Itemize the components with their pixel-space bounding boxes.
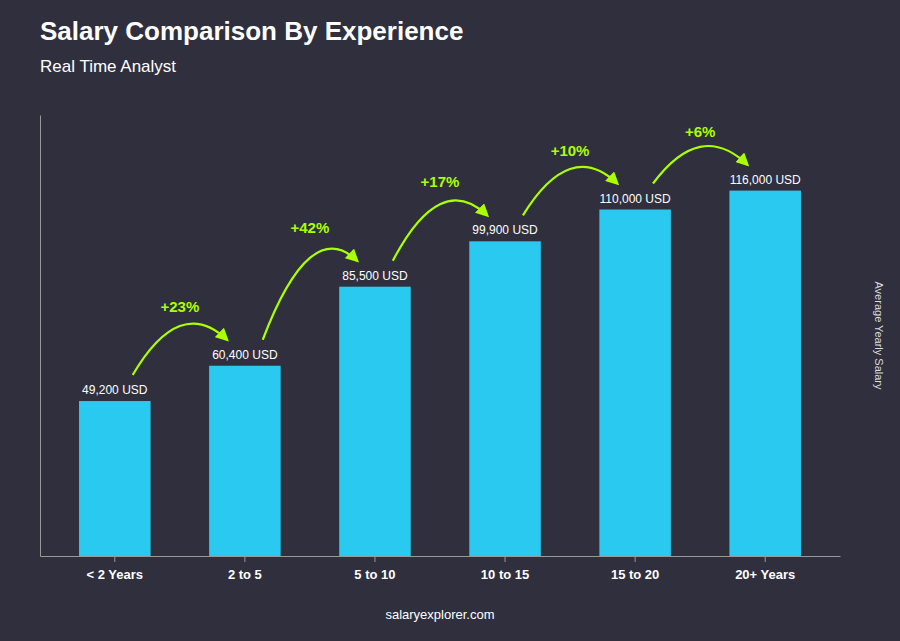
background [0,0,900,641]
x-tick: 2 to 5 [228,556,262,582]
x-axis: < 2 Years 2 to 5 5 to 10 10 to 15 15 to 20 20… [41,556,841,582]
x-axis-line [41,556,841,557]
x-tick-mark [635,556,636,562]
annotation-arrow [653,146,747,183]
annotations: +23% +42% +17% +10% +6% [133,123,748,375]
bar [339,287,411,556]
x-tick-mark [765,556,766,562]
x-tick-mark [505,556,506,562]
title: Salary Comparison By Experience [40,16,463,46]
x-tick-mark [244,556,245,562]
x-tick: 5 to 10 [354,556,395,582]
y-axis-line [40,116,41,557]
x-tick-mark [114,556,115,562]
y-axis-title: Average Yearly Salary [873,281,885,390]
bar [209,366,281,556]
bar [79,401,151,556]
bar [469,241,541,556]
x-tick: 10 to 15 [481,556,529,582]
data-label: 110,000 USD [600,192,671,206]
bar [729,191,801,556]
data-labels: 49,200 USD 60,400 USD 85,500 USD 99,900 USD… [82,173,801,397]
x-tick-label: 10 to 15 [481,567,529,582]
x-tick: 20+ Years [735,556,795,582]
subtitle: Real Time Analyst [40,57,176,76]
x-tick-label: < 2 Years [87,567,144,582]
annotation: +23% [160,298,199,315]
x-tick: < 2 Years [87,556,144,582]
annotation: +6% [685,123,715,140]
chart: < 2 Years 2 to 5 5 to 10 10 to 15 15 to 20 20… [0,0,900,641]
data-label: 116,000 USD [730,173,801,187]
x-tick-label: 2 to 5 [228,567,262,582]
annotation: +42% [291,219,330,236]
x-tick: 15 to 20 [611,556,659,582]
annotation: +17% [421,173,460,190]
bars [79,191,801,556]
y-axis [40,116,41,557]
x-tick-label: 20+ Years [735,567,795,582]
x-tick-label: 5 to 10 [354,567,395,582]
annotation-arrow [393,200,487,260]
annotation: +10% [551,142,590,159]
data-label: 49,200 USD [82,383,148,397]
data-label: 60,400 USD [212,348,278,362]
annotation-arrow [523,167,617,215]
data-label: 85,500 USD [342,269,408,283]
footer: salaryexplorer.com [385,607,494,622]
data-label: 99,900 USD [472,223,538,237]
annotation-arrow [263,249,357,340]
plot-area: < 2 Years 2 to 5 5 to 10 10 to 15 15 to 20 20… [41,116,841,583]
bar [599,210,671,557]
x-tick-mark [374,556,375,562]
annotation-arrow [133,324,227,375]
x-tick-label: 15 to 20 [611,567,659,582]
